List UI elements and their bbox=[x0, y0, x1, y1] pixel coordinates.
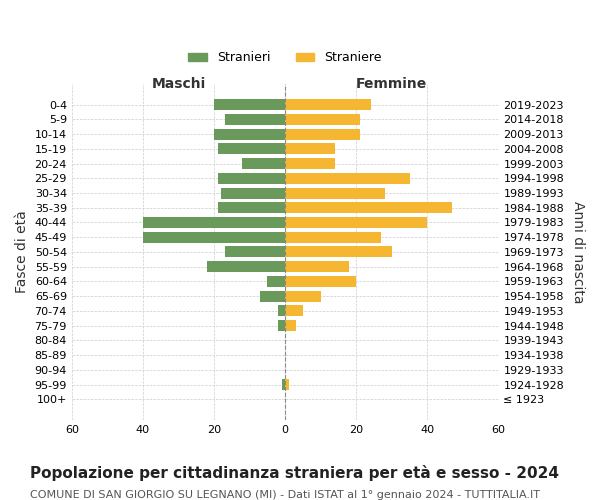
Bar bbox=[218, 173, 285, 184]
Bar bbox=[285, 217, 427, 228]
Bar bbox=[207, 261, 285, 272]
Bar bbox=[285, 128, 360, 140]
Bar bbox=[143, 232, 285, 243]
Bar bbox=[260, 290, 285, 302]
Bar bbox=[285, 232, 381, 243]
Bar bbox=[285, 320, 296, 331]
Bar bbox=[285, 114, 360, 125]
Bar bbox=[214, 128, 285, 140]
Bar bbox=[285, 379, 289, 390]
Bar bbox=[285, 158, 335, 169]
Bar bbox=[285, 306, 303, 316]
Legend: Stranieri, Straniere: Stranieri, Straniere bbox=[184, 46, 387, 70]
Text: Femmine: Femmine bbox=[356, 78, 427, 92]
Bar bbox=[285, 246, 392, 258]
Bar bbox=[218, 202, 285, 213]
Bar bbox=[214, 99, 285, 110]
Bar bbox=[285, 276, 356, 287]
Bar bbox=[285, 99, 371, 110]
Y-axis label: Anni di nascita: Anni di nascita bbox=[571, 200, 585, 303]
Bar bbox=[285, 202, 452, 213]
Bar bbox=[285, 144, 335, 154]
Text: Maschi: Maschi bbox=[151, 78, 206, 92]
Bar bbox=[285, 188, 385, 198]
Bar bbox=[285, 173, 410, 184]
Bar bbox=[285, 261, 349, 272]
Bar bbox=[225, 246, 285, 258]
Text: Popolazione per cittadinanza straniera per età e sesso - 2024: Popolazione per cittadinanza straniera p… bbox=[30, 465, 559, 481]
Bar bbox=[278, 320, 285, 331]
Bar bbox=[242, 158, 285, 169]
Bar bbox=[281, 379, 285, 390]
Bar bbox=[143, 217, 285, 228]
Bar bbox=[225, 114, 285, 125]
Y-axis label: Fasce di età: Fasce di età bbox=[15, 210, 29, 294]
Bar bbox=[285, 290, 321, 302]
Bar bbox=[218, 144, 285, 154]
Text: COMUNE DI SAN GIORGIO SU LEGNANO (MI) - Dati ISTAT al 1° gennaio 2024 - TUTTITAL: COMUNE DI SAN GIORGIO SU LEGNANO (MI) - … bbox=[30, 490, 540, 500]
Bar bbox=[221, 188, 285, 198]
Bar bbox=[278, 306, 285, 316]
Bar bbox=[268, 276, 285, 287]
